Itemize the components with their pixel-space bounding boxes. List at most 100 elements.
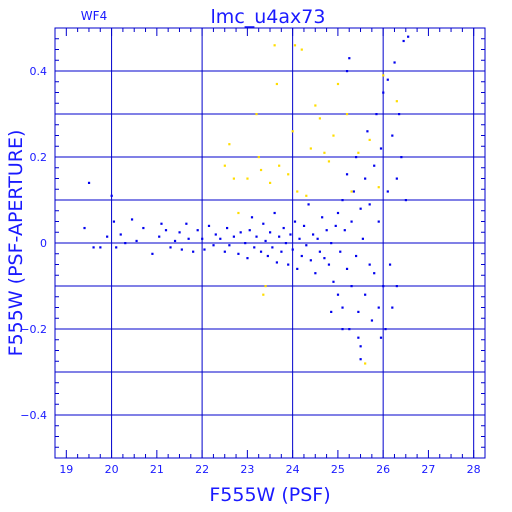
data-point [83,226,86,230]
data-point [246,257,249,260]
data-point [345,173,349,176]
data-point [357,336,360,339]
data-point [330,310,333,313]
data-point [395,100,398,103]
data-point [203,248,206,251]
data-point [244,242,247,245]
data-point [318,117,321,120]
data-point [327,263,331,266]
data-point [273,44,276,47]
data-point [255,113,258,116]
x-axis-label: F555W (PSF) [209,484,330,506]
data-point [355,254,358,258]
y-tick-labels: −0.4 −0.2 0 0.2 0.4 [20,65,47,422]
x-tick-labels: 19 20 21 22 23 24 25 26 27 28 [59,463,480,476]
data-point [382,285,385,288]
y-tick-label: 0.4 [30,65,48,78]
data-point [327,160,331,163]
data-point [309,259,312,262]
data-point [300,48,303,51]
data-point [298,237,301,240]
y-tick-label: −0.2 [20,323,47,336]
data-point [296,267,299,270]
data-point [160,222,163,225]
data-point [325,229,328,232]
data-point [382,74,385,77]
data-point [305,244,308,247]
data-point [395,285,398,288]
chart-title: lmc_u4ax73 [211,6,326,28]
data-point [375,113,378,116]
data-point [196,229,199,232]
data-point [115,246,118,249]
data-point [368,138,371,141]
data-point [257,156,260,159]
data-point [253,246,256,249]
data-point [271,246,274,249]
data-point [391,306,394,309]
data-point [269,181,272,184]
data-point [92,246,95,249]
chart-subtitle: WF4 [81,9,107,23]
data-point [352,190,355,193]
data-point [228,143,231,146]
data-point [332,134,335,137]
data-point [269,231,272,234]
data-point [192,250,195,253]
data-point [262,293,265,296]
data-point [187,237,190,240]
data-point [388,263,392,266]
data-point [316,237,319,240]
data-point [291,130,294,133]
data-point [359,358,362,361]
data-point [393,61,396,64]
data-point [364,177,367,180]
data-point [201,237,204,240]
data-point [287,173,290,176]
data-point [379,336,383,339]
data-point [357,310,360,313]
x-tick-label: 26 [376,463,390,476]
data-point [323,151,326,154]
data-point [341,199,344,202]
y-tick-label: 0.2 [30,151,48,164]
data-point [262,222,265,225]
data-point [214,233,217,236]
data-point [386,190,389,193]
data-point [110,194,113,197]
data-point [164,229,168,232]
data-point [402,39,405,43]
data-point [173,239,177,243]
data-point [293,44,297,47]
data-point [178,231,181,234]
data-point [293,220,297,223]
data-point [373,164,376,167]
data-point [207,224,211,227]
data-point [185,222,188,225]
data-point [345,70,349,73]
data-point [348,57,351,60]
data-point [296,190,299,193]
data-point [345,267,349,270]
data-point [305,194,308,197]
data-point [312,233,315,236]
data-point [368,203,371,206]
data-point [112,220,116,223]
data-point [212,244,215,247]
data-point [87,181,91,184]
data-point [332,280,335,283]
x-tick-label: 21 [150,463,164,476]
data-point [250,216,254,219]
data-point [246,177,249,180]
data-point [302,224,306,227]
x-tick-label: 19 [59,463,73,476]
axis-ticks [54,27,486,459]
data-point [135,239,138,243]
data-point [284,242,288,245]
chart-grid [55,28,485,458]
data-point [223,250,226,253]
data-point [364,293,367,296]
y-axis-label: F555W (PSF-APERTURE) [5,130,27,357]
data-point [370,319,374,322]
data-point [366,130,369,133]
